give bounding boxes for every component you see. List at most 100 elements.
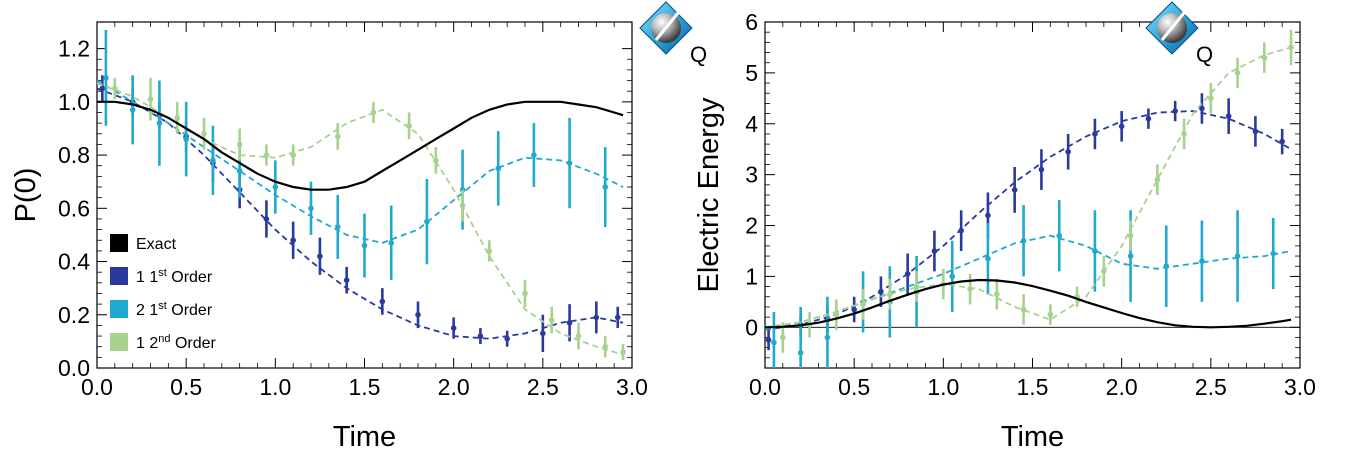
data-point xyxy=(1279,138,1285,145)
x-tick-label: 3.0 xyxy=(616,374,648,400)
data-point xyxy=(99,85,106,92)
logo-q: Q xyxy=(690,42,707,67)
data-point xyxy=(334,224,341,230)
data-point xyxy=(1127,232,1134,239)
data-point xyxy=(1065,148,1071,155)
data-point xyxy=(379,298,386,305)
data-point xyxy=(833,311,840,318)
q-logo: Q xyxy=(1145,1,1213,67)
y-tick-label: 1.0 xyxy=(58,89,90,115)
data-point xyxy=(985,212,991,219)
data-point xyxy=(1252,128,1259,135)
y-tick-label: 0.6 xyxy=(58,195,90,221)
data-point xyxy=(1163,263,1170,270)
data-point xyxy=(878,288,884,295)
y-axis-label: Electric Energy xyxy=(693,97,725,293)
data-point xyxy=(424,218,430,225)
q-logo: Q xyxy=(639,1,707,67)
data-point xyxy=(406,123,412,129)
legend: Exact 1 1st Order 2 1st Order 1 2nd Order xyxy=(110,234,217,352)
x-tick-label: 2.0 xyxy=(1106,374,1138,400)
data-point xyxy=(985,255,991,262)
data-point xyxy=(620,349,626,355)
data-point xyxy=(967,286,973,292)
x-tick-label: 1.5 xyxy=(1017,374,1049,400)
legend-swatch xyxy=(110,234,128,252)
data-point xyxy=(593,314,600,321)
data-point xyxy=(147,96,154,102)
data-point xyxy=(1234,70,1241,76)
y-tick-label: 4 xyxy=(745,111,758,137)
data-point xyxy=(1172,108,1178,114)
data-point xyxy=(495,165,502,172)
x-tick-label: 1.5 xyxy=(349,374,381,400)
data-point xyxy=(1270,250,1277,257)
data-point xyxy=(824,334,831,341)
data-point xyxy=(540,330,546,337)
data-point xyxy=(1199,105,1205,112)
y-tick-label: 1.2 xyxy=(58,36,90,62)
data-point xyxy=(602,343,609,350)
p0-chart: 0.0 0.5 1.0 1.5 2.0 2.5 3.0 0.0 0.2 0.4 0.6 0.8 1.0 1… xyxy=(10,1,707,453)
series-fit-curve xyxy=(764,46,1292,329)
data-point xyxy=(290,152,296,158)
y-tick-label: 0.4 xyxy=(58,249,90,275)
data-point xyxy=(433,157,439,164)
data-point xyxy=(236,141,243,148)
data-point xyxy=(575,333,582,339)
data-point xyxy=(486,248,493,254)
data-point xyxy=(771,339,777,346)
data-point xyxy=(1101,268,1107,275)
x-tick-label: 3.0 xyxy=(1284,374,1316,400)
legend-swatch xyxy=(110,267,128,285)
data-point xyxy=(1092,248,1098,254)
data-point xyxy=(949,273,956,280)
legend-label: 2 1st Order xyxy=(136,300,213,319)
data-point xyxy=(1234,253,1241,259)
y-tick-label: 2 xyxy=(745,213,758,239)
exact-curve xyxy=(97,100,624,191)
y-tick-label: 6 xyxy=(745,9,758,35)
data-point xyxy=(263,152,270,158)
data-point xyxy=(210,157,216,164)
logo-q: Q xyxy=(1196,42,1213,67)
data-point xyxy=(860,301,866,308)
data-point xyxy=(1199,258,1205,264)
data-point xyxy=(308,205,314,212)
legend-label: Exact xyxy=(136,236,177,253)
logo-arrow xyxy=(654,7,684,41)
data-point xyxy=(522,290,528,297)
legend-swatch xyxy=(110,333,128,351)
data-point xyxy=(112,85,118,92)
y-axis-label: P(0) xyxy=(10,168,42,223)
data-point xyxy=(174,115,181,121)
data-point xyxy=(343,277,350,283)
data-point xyxy=(765,337,772,343)
data-point xyxy=(1181,131,1187,137)
x-tick-label: 2.5 xyxy=(527,374,559,400)
series-group xyxy=(764,200,1292,368)
data-point xyxy=(614,314,621,321)
x-tick-label: 0.5 xyxy=(838,374,870,400)
data-point xyxy=(1092,131,1098,137)
data-point xyxy=(1288,44,1294,51)
data-point xyxy=(1145,115,1152,122)
data-point xyxy=(1056,232,1063,239)
data-point xyxy=(602,184,609,190)
data-point xyxy=(913,283,920,290)
data-point xyxy=(156,120,163,126)
data-point xyxy=(1225,113,1232,119)
data-point xyxy=(548,317,555,323)
x-tick-label: 2.0 xyxy=(438,374,470,400)
x-axis-label: Time xyxy=(333,421,396,453)
data-point xyxy=(388,240,395,246)
data-point xyxy=(1208,95,1214,102)
data-point xyxy=(566,319,573,326)
data-point xyxy=(1011,187,1018,193)
data-point xyxy=(272,184,279,190)
data-point xyxy=(290,237,296,244)
legend-swatch xyxy=(110,300,128,318)
data-point xyxy=(1118,123,1125,130)
data-point xyxy=(459,202,466,209)
